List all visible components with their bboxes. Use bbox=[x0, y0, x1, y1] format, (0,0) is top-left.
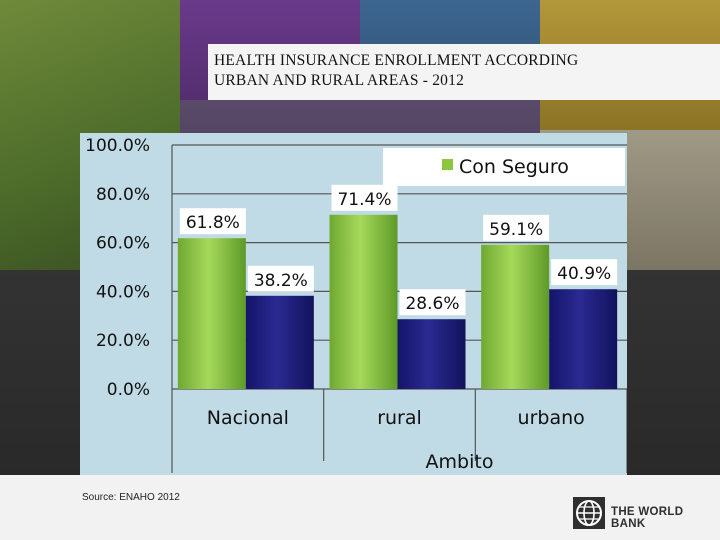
y-tick-label: 100.0% bbox=[85, 136, 150, 156]
data-label: 28.6% bbox=[405, 294, 459, 314]
data-label-box bbox=[247, 265, 314, 292]
data-label-box bbox=[179, 208, 246, 235]
x-tick-label: Nacional bbox=[207, 407, 289, 429]
x-axis-title: Ambito bbox=[426, 451, 494, 473]
data-label: 71.4% bbox=[337, 190, 391, 210]
world-bank-globe-icon bbox=[573, 497, 605, 529]
data-label: 38.2% bbox=[254, 271, 308, 291]
data-label-box bbox=[331, 184, 398, 211]
y-tick-label: 60.0% bbox=[96, 234, 150, 254]
legend-swatch bbox=[442, 159, 453, 170]
y-tick-label: 0.0% bbox=[107, 380, 150, 400]
y-tick-label: 40.0% bbox=[96, 282, 150, 302]
source-note: Source: ENAHO 2012 bbox=[82, 492, 180, 503]
data-label-box bbox=[483, 214, 550, 241]
data-label: 40.9% bbox=[557, 264, 611, 284]
x-tick-label: urbano bbox=[518, 407, 585, 429]
bar-series-2 bbox=[245, 295, 314, 389]
bar-series-2 bbox=[397, 319, 466, 389]
legend-label: Con Seguro bbox=[459, 156, 569, 178]
x-tick-label: rural bbox=[377, 407, 422, 429]
bar-con-seguro bbox=[329, 214, 398, 389]
chart-panel: 0.0% 20.0% 40.0% 60.0% 80.0% 100.0% 61.8% 38.2%… bbox=[80, 133, 627, 475]
y-tick-label: 20.0% bbox=[96, 331, 150, 351]
data-label-box bbox=[551, 259, 618, 286]
data-label: 59.1% bbox=[489, 220, 543, 240]
bar-con-seguro bbox=[481, 244, 550, 389]
data-label-box bbox=[399, 289, 466, 316]
y-tick-label: 80.0% bbox=[96, 185, 150, 205]
slide-title-line-1: HEALTH INSURANCE ENROLLMENT ACCORDING bbox=[214, 52, 579, 69]
world-bank-logo-text: THE WORLD BANK bbox=[611, 506, 684, 530]
bar-chart: 0.0% 20.0% 40.0% 60.0% 80.0% 100.0% 61.8% 38.2%… bbox=[85, 136, 627, 473]
slide-title-line-2: URBAN AND RURAL AREAS - 2012 bbox=[214, 72, 465, 89]
bar-con-seguro bbox=[177, 238, 246, 389]
slide-title: HEALTH INSURANCE ENROLLMENT ACCORDING UR… bbox=[208, 44, 720, 100]
legend-box bbox=[383, 148, 625, 186]
bar-series-2 bbox=[549, 289, 618, 389]
data-label: 61.8% bbox=[186, 213, 240, 233]
